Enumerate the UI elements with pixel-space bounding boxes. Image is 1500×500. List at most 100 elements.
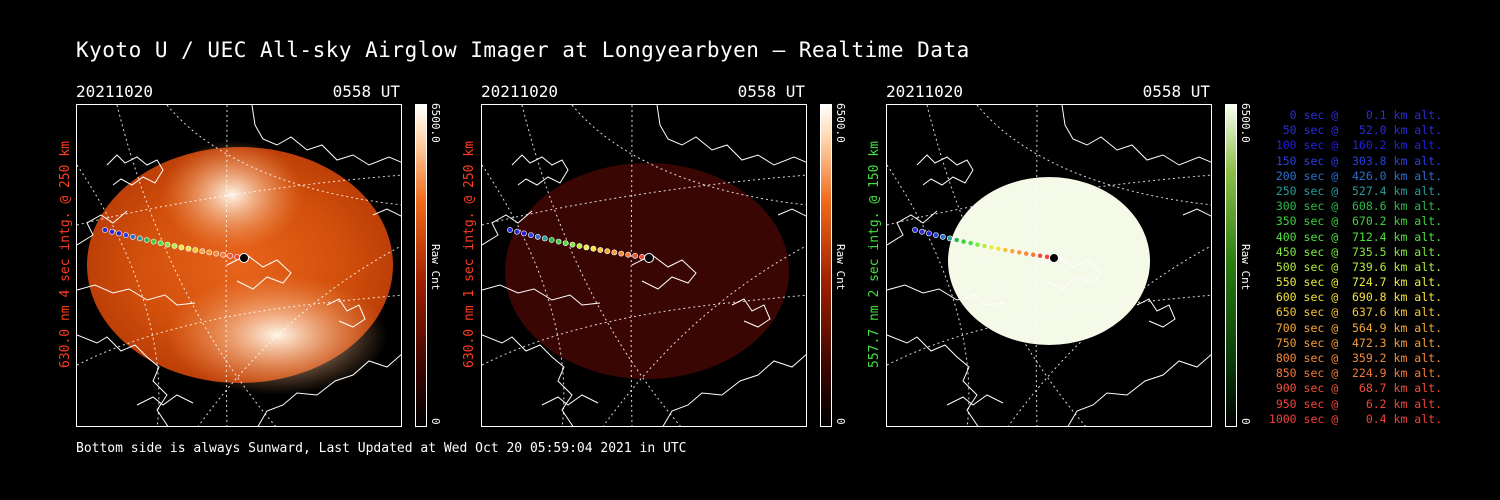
trajectory-point [528, 232, 534, 239]
trajectory-point [507, 227, 513, 233]
trajectory-point [967, 240, 974, 246]
panel-1-colorbar [415, 104, 427, 427]
trajectory-point [618, 250, 625, 257]
trajectory-point [206, 249, 213, 256]
legend-row: 950 sec @ 6.2 km alt. [1268, 396, 1442, 411]
panel-3-ylabel: 557.7 nm 2 sec intg. @ 150 km [867, 141, 882, 368]
trajectory-point [576, 243, 583, 249]
panel-1-cbar-unit: Raw Cnt [429, 244, 442, 291]
trajectory-point [939, 233, 946, 240]
trajectory-point [521, 230, 527, 237]
panel-1-cbar-min: 0 [429, 418, 442, 425]
panel-2-cbar-min: 0 [834, 418, 847, 425]
site-marker [644, 253, 654, 263]
trajectory-point [102, 227, 108, 233]
legend-row: 400 sec @ 712.4 km alt. [1268, 229, 1442, 244]
trajectory-point [109, 228, 115, 235]
trajectory-point [632, 252, 638, 259]
trajectory-point [1016, 249, 1023, 256]
legend-row: 500 sec @ 739.6 km alt. [1268, 259, 1442, 274]
panel-1-date: 20211020 [76, 82, 154, 101]
trajectory-point [178, 244, 185, 251]
trajectory-point [583, 244, 590, 251]
page-title: Kyoto U / UEC All-sky Airglow Imager at … [76, 38, 970, 62]
legend-row: 650 sec @ 637.6 km alt. [1268, 305, 1442, 320]
panel-1-ylabel: 630.0 nm 4 sec intg. @ 250 km [58, 141, 73, 368]
legend-row: 200 sec @ 426.0 km alt. [1268, 168, 1442, 183]
trajectory-point [597, 247, 604, 253]
trajectory-point [220, 251, 227, 258]
panel-2-date: 20211020 [481, 82, 559, 101]
legend-row: 50 sec @ 52.0 km alt. [1268, 123, 1442, 138]
panel-1-image [76, 104, 402, 427]
trajectory-point [136, 235, 143, 242]
panel-2-ylabel: 630.0 nm 1 sec intg. @ 250 km [462, 141, 477, 368]
footer-note: Bottom side is always Sunward, Last Upda… [76, 441, 687, 456]
panel-2-image [481, 104, 807, 427]
trajectory-point [604, 248, 611, 255]
trajectory-point [926, 230, 932, 237]
legend-row: 700 sec @ 564.9 km alt. [1268, 320, 1442, 335]
trajectory-point [1002, 247, 1009, 253]
trajectory-point [981, 243, 988, 249]
trajectory-point [514, 228, 520, 235]
legend-row: 900 sec @ 68.7 km alt. [1268, 381, 1442, 396]
trajectory-point [960, 238, 967, 245]
trajectory-point [534, 233, 541, 240]
legend-row: 350 sec @ 670.2 km alt. [1268, 214, 1442, 229]
legend-row: 150 sec @ 303.8 km alt. [1268, 153, 1442, 168]
trajectory-point [625, 251, 632, 258]
trajectory-point [611, 249, 618, 256]
trajectory-point [974, 241, 981, 248]
site-marker [239, 253, 249, 263]
trajectory-point [227, 252, 233, 259]
legend-row: 550 sec @ 724.7 km alt. [1268, 275, 1442, 290]
trajectory-point [171, 243, 178, 249]
trajectory-point [933, 232, 939, 239]
panel-3-cbar-max: 6500.0 [1239, 103, 1252, 143]
trajectory-point [639, 253, 645, 260]
panel-3-date: 20211020 [886, 82, 964, 101]
legend-row: 600 sec @ 690.8 km alt. [1268, 290, 1442, 305]
trajectory-point [590, 245, 597, 252]
trajectory-point [912, 227, 918, 233]
legend-row: 0 sec @ 0.1 km alt. [1268, 108, 1442, 122]
panel-3-time: 0558 UT [1142, 82, 1210, 101]
trajectory-point [946, 235, 953, 242]
trajectory-point [562, 240, 569, 246]
trajectory-point [123, 232, 129, 239]
legend-row: 450 sec @ 735.5 km alt. [1268, 244, 1442, 259]
trajectory-point [953, 237, 960, 243]
trajectory-point [541, 235, 548, 242]
trajectory-point [555, 238, 562, 245]
trajectory-point [150, 238, 157, 245]
trajectory-point [988, 244, 995, 251]
trajectory-point [199, 248, 206, 255]
panel-3-cbar-unit: Raw Cnt [1239, 244, 1252, 291]
trajectory-point [192, 247, 199, 253]
trajectory-point [919, 228, 925, 235]
trajectory-point [213, 250, 220, 257]
panel-3-colorbar [1225, 104, 1237, 427]
panel-3-image [886, 104, 1212, 427]
legend-row: 850 sec @ 224.9 km alt. [1268, 366, 1442, 381]
trajectory-point [1023, 250, 1030, 257]
legend-row: 250 sec @ 527.4 km alt. [1268, 183, 1442, 198]
trajectory-point [157, 240, 164, 246]
legend-row: 300 sec @ 608.6 km alt. [1268, 199, 1442, 214]
trajectory-point [548, 237, 555, 243]
trajectory-point [1037, 252, 1043, 259]
trajectory-point [143, 237, 150, 243]
trajectory-legend: 0 sec @ 0.1 km alt. 50 sec @ 52.0 km alt… [1262, 108, 1442, 427]
trajectory-point [164, 241, 171, 248]
legend-row: 1000 sec @ 0.4 km alt. [1268, 411, 1442, 426]
panel-1-time: 0558 UT [332, 82, 400, 101]
panel-2-time: 0558 UT [737, 82, 805, 101]
trajectory-point [116, 230, 122, 237]
legend-row: 800 sec @ 359.2 km alt. [1268, 351, 1442, 365]
trajectory-point [995, 245, 1002, 252]
panel-1-cbar-max: 6500.0 [429, 103, 442, 143]
panel-2-colorbar [820, 104, 832, 427]
site-marker [1049, 253, 1059, 263]
trajectory-point [1030, 251, 1037, 258]
